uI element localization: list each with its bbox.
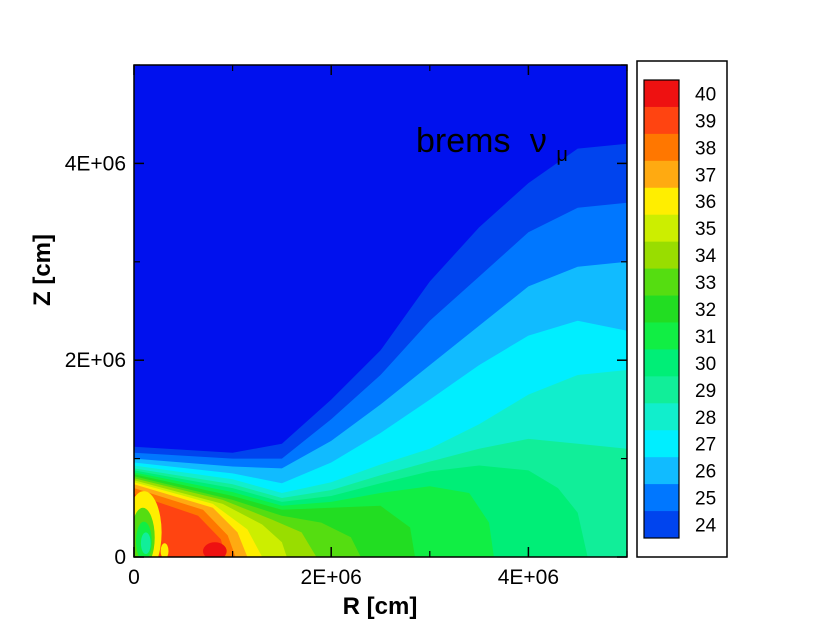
colorbar-swatch-37 <box>644 160 679 189</box>
annotation-text: brems <box>416 122 510 160</box>
colorbar-outline <box>643 79 680 539</box>
colorbar-swatch-36 <box>644 187 679 216</box>
colorbar-swatch-28 <box>644 403 679 431</box>
y-tick-label: 0 <box>114 546 126 569</box>
contour-feature-0 <box>203 542 227 557</box>
colorbar-label-30: 30 <box>695 354 716 375</box>
contour-bands <box>134 143 627 557</box>
colorbar-swatch-38 <box>644 133 679 162</box>
colorbar-swatch-24 <box>644 511 679 539</box>
colorbar-swatch-30 <box>644 349 679 377</box>
colorbar-label-38: 38 <box>695 138 716 159</box>
colorbar-label-31: 31 <box>695 327 716 348</box>
contour-inner-features <box>134 491 227 557</box>
colorbar-swatches <box>643 79 680 539</box>
x-axis: 0 2E+06 4E+06 <box>128 65 628 589</box>
colorbar-label-29: 29 <box>695 381 716 402</box>
colorbar-swatch-32 <box>644 295 679 323</box>
colorbar-swatch-39 <box>644 106 679 135</box>
plot-area <box>133 64 628 558</box>
x-tick-label: 0 <box>128 566 140 589</box>
colorbar-swatch-34 <box>644 241 679 269</box>
colorbar-label-33: 33 <box>695 273 716 294</box>
mu-subscript: μ <box>556 144 568 166</box>
x-tick-label: 4E+06 <box>498 566 559 589</box>
colorbar-swatch-35 <box>644 214 679 243</box>
colorbar-swatch-33 <box>644 268 679 296</box>
colorbar-label-27: 27 <box>695 435 716 456</box>
colorbar-label-34: 34 <box>695 246 717 267</box>
colorbar-label-28: 28 <box>695 408 716 429</box>
colorbar-swatch-27 <box>644 430 679 458</box>
colorbar-label-37: 37 <box>695 165 716 186</box>
colorbar-label-39: 39 <box>695 111 716 132</box>
plot-frame <box>133 64 628 558</box>
y-tick-label: 2E+06 <box>65 349 126 372</box>
colorbar-swatch-40 <box>644 80 679 108</box>
colorbar-label-26: 26 <box>695 462 716 483</box>
colorbar-swatch-25 <box>644 484 679 512</box>
plot-annotation: brems ν μ <box>416 122 568 166</box>
x-tick-label: 2E+06 <box>301 566 362 589</box>
colorbar-swatch-26 <box>644 457 679 485</box>
y-axis-title: Z [cm] <box>29 234 56 306</box>
colorbar-legend: 40 39 38 37 36 35 34 33 32 31 30 29 28 27 26 25 24 <box>636 60 728 558</box>
colorbar-labels: 40 39 38 37 36 35 34 33 32 31 30 29 28 27 26 25 24 <box>695 84 717 536</box>
colorbar-label-35: 35 <box>695 219 716 240</box>
y-tick-label: 4E+06 <box>65 152 126 175</box>
colorbar-label-40: 40 <box>695 84 716 105</box>
colorbar-label-24: 24 <box>695 516 717 537</box>
contour-feature-5 <box>160 543 169 557</box>
colorbar-label-25: 25 <box>695 489 716 510</box>
nu-symbol: ν <box>530 122 547 160</box>
contour-feature-4 <box>140 532 151 555</box>
x-axis-title: R [cm] <box>343 593 418 620</box>
colorbar-swatch-31 <box>644 322 679 350</box>
colorbar-label-32: 32 <box>695 300 716 321</box>
colorbar-swatch-29 <box>644 376 679 404</box>
colorbar-label-36: 36 <box>695 192 716 213</box>
y-axis: 0 2E+06 4E+06 <box>65 64 627 569</box>
